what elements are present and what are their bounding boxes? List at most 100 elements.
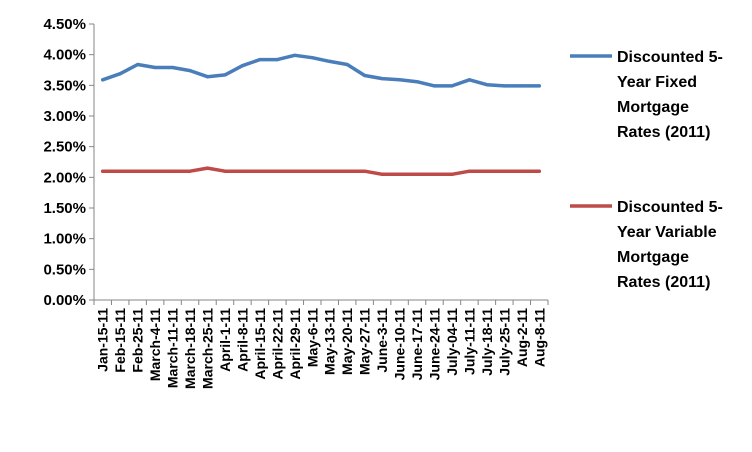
data-point (240, 64, 244, 68)
data-point (223, 73, 227, 77)
x-tick-label: Jan-15-11 (95, 308, 111, 372)
data-point (502, 84, 506, 88)
data-point (171, 65, 175, 70)
data-point (310, 169, 314, 173)
x-tick-label: Feb-15-11 (112, 308, 128, 373)
legend-label-line: Rates (2011) (617, 124, 710, 141)
data-point (485, 169, 489, 173)
y-tick-label: 0.00% (43, 292, 86, 309)
data-point (258, 169, 262, 173)
data-point (188, 169, 192, 173)
data-point (537, 84, 541, 88)
data-point (118, 72, 122, 76)
x-tick-label: April-15-11 (252, 308, 268, 380)
data-point (363, 73, 367, 78)
legend-label-line: Mortgage (617, 99, 689, 116)
y-tick-label: 3.00% (43, 108, 86, 125)
data-point (101, 78, 105, 82)
series-line-1 (100, 53, 542, 88)
x-tick-label: June-3-11 (374, 308, 390, 373)
data-point (171, 169, 175, 173)
data-point (415, 80, 419, 84)
series-line-2 (100, 166, 542, 177)
y-tick-label: 1.50% (43, 200, 86, 217)
data-point (537, 169, 541, 173)
x-tick-label: May-6-11 (304, 308, 320, 367)
data-point (153, 65, 157, 70)
data-point (205, 166, 210, 170)
legend-label-line: Year Fixed (617, 74, 697, 91)
x-tick-label: July-18-11 (479, 308, 495, 376)
data-point (136, 62, 140, 67)
x-tick-label: June-24-11 (427, 308, 443, 381)
data-point (380, 77, 384, 81)
data-point (293, 169, 297, 173)
data-point (363, 169, 367, 173)
legend-label-line: Mortgage (617, 249, 689, 266)
data-point (415, 172, 419, 176)
data-point (345, 169, 349, 173)
data-point (275, 169, 279, 173)
data-point (258, 58, 262, 62)
x-tick-label: April-29-11 (287, 308, 303, 380)
data-point (467, 78, 471, 82)
x-tick-label: April-1-11 (217, 308, 233, 372)
legend-label-line: Discounted 5- (617, 49, 723, 66)
legend: Discounted 5- Year Fixed Mortgage Rates (20… (570, 49, 723, 291)
y-tick-label: 0.50% (43, 261, 86, 278)
x-tick-label: May-27-11 (357, 308, 373, 375)
data-point (520, 169, 524, 173)
data-point (432, 84, 437, 88)
data-point (450, 84, 454, 88)
y-tick-label: 4.00% (43, 47, 86, 64)
x-tick-label: June-10-11 (392, 308, 408, 381)
data-point (153, 169, 157, 173)
x-tick-label: July-11-11 (461, 308, 477, 375)
data-point (450, 172, 454, 176)
data-point (328, 169, 332, 173)
x-tick-label: June-17-11 (409, 308, 425, 381)
data-point (467, 169, 471, 173)
x-tick-label: May-13-11 (322, 308, 338, 375)
data-point (101, 169, 105, 173)
data-point (345, 62, 349, 67)
x-tick-label: July-25-11 (496, 308, 512, 376)
y-tick-label: 3.50% (43, 77, 86, 94)
data-point (485, 83, 489, 87)
data-point (310, 56, 314, 60)
x-tick-label: Feb-25-11 (130, 308, 146, 373)
x-tick-label: April-22-11 (269, 308, 285, 380)
data-point (136, 169, 140, 173)
data-point (240, 169, 244, 173)
data-point (293, 53, 297, 57)
data-point (188, 69, 192, 73)
data-point (328, 59, 332, 64)
x-tick-label: Aug-8-11 (531, 308, 547, 367)
series-lines (100, 53, 542, 177)
x-axis: Jan-15-11 Feb-15-11 Feb-25-11 March-4-11 Mar… (93, 299, 549, 389)
y-tick-label: 2.50% (43, 139, 86, 156)
x-tick-label: July-04-11 (444, 308, 460, 376)
data-point (223, 169, 227, 173)
legend-label-line: Discounted 5- (617, 199, 723, 216)
data-point (432, 172, 437, 176)
data-point (398, 172, 402, 176)
x-tick-label: March-18-11 (182, 308, 198, 389)
x-tick-label: March-11-11 (165, 308, 181, 388)
y-tick-label: 4.50% (43, 16, 86, 33)
data-point (275, 58, 279, 62)
x-tick-label: Aug-2-11 (514, 308, 530, 367)
y-tick-label: 1.00% (43, 231, 86, 248)
data-point (502, 169, 506, 173)
y-tick-label: 2.00% (43, 169, 86, 186)
x-tick-label: May-20-11 (339, 308, 355, 375)
legend-label-line: Year Variable (617, 224, 717, 241)
x-tick-label: April-8-11 (234, 308, 250, 372)
x-tick-label: March-25-11 (200, 308, 216, 389)
legend-label-line: Rates (2011) (617, 274, 710, 291)
data-point (520, 84, 524, 88)
data-point (398, 78, 402, 82)
y-axis: 0.00% 0.50% 1.00% 1.50% 2.00% 2.50% 3.00% 3.50%… (43, 16, 95, 309)
